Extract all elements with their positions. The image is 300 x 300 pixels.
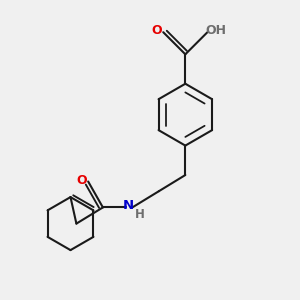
Text: N: N (122, 200, 134, 212)
Text: O: O (152, 24, 162, 37)
Text: O: O (76, 173, 87, 187)
Text: H: H (135, 208, 145, 221)
Text: OH: OH (206, 24, 227, 37)
